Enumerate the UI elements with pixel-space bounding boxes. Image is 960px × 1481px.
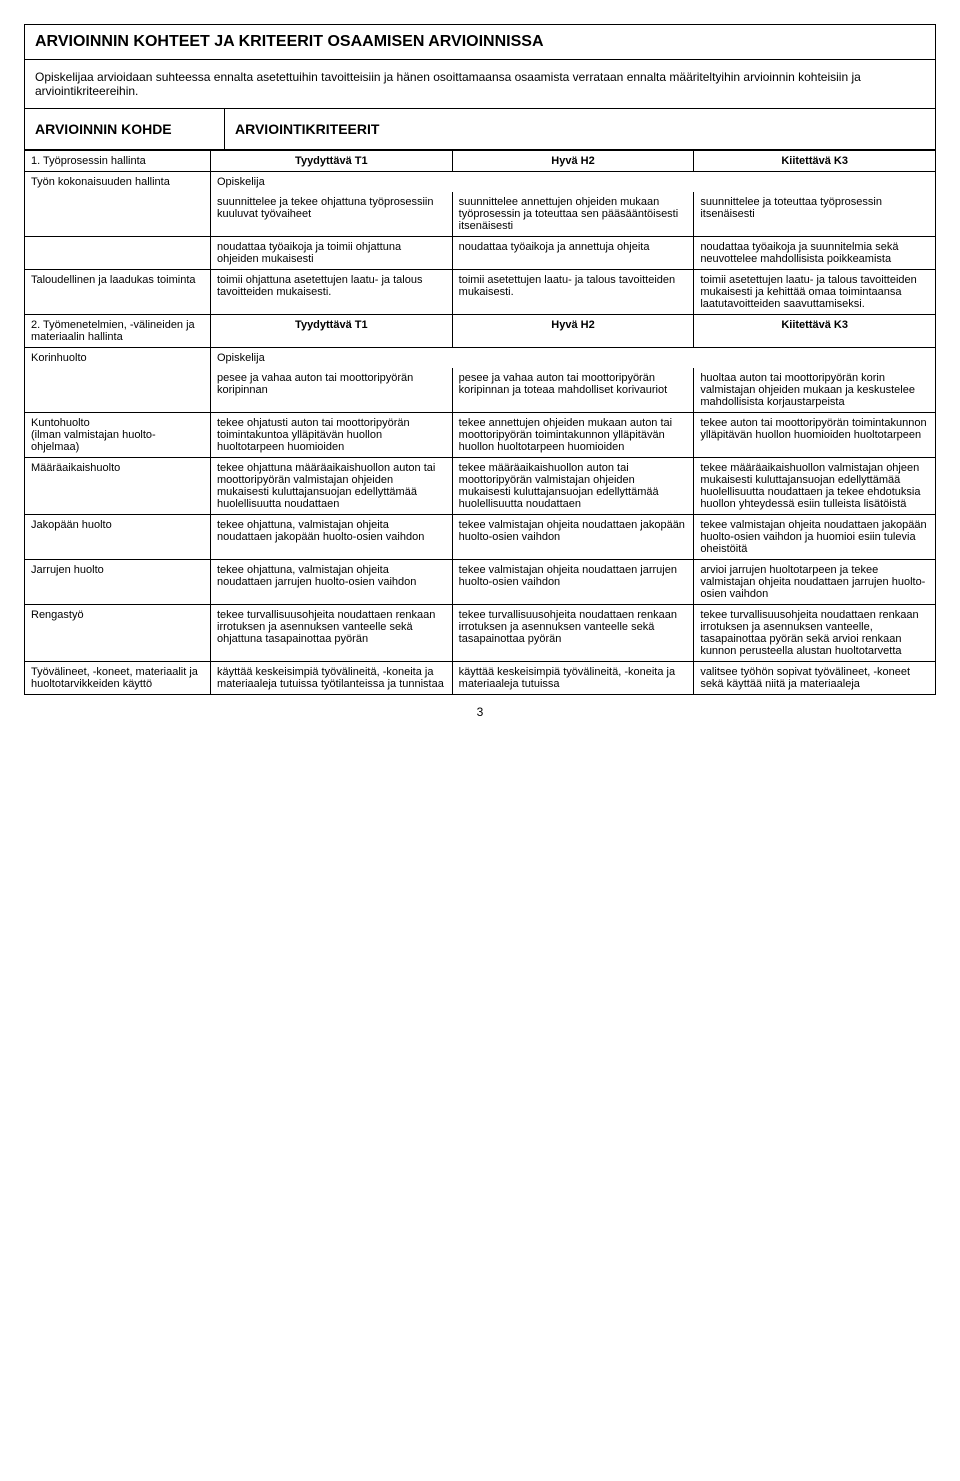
opiskelija-row-2: Korinhuolto Opiskelija [25, 348, 936, 369]
table-row: Määräaikaishuolto tekee ohjattuna määräa… [25, 458, 936, 515]
level-k3-2: Kiitettävä K3 [694, 315, 936, 348]
table-row: Jarrujen huolto tekee ohjattuna, valmist… [25, 560, 936, 605]
row8-label: Rengastyö [25, 605, 211, 662]
cell-t1: tekee ohjattuna määräaikaishuollon auton… [211, 458, 453, 515]
cell-t1: käyttää keskeisimpiä työvälineitä, -kone… [211, 662, 453, 695]
row5-label: Määräaikaishuolto [25, 458, 211, 515]
cell-k3: tekee turvallisuusohjeita noudattaen ren… [694, 605, 936, 662]
cell-t1: tekee ohjatusti auton tai moottoripyörän… [211, 413, 453, 458]
level-t1: Tyydyttävä T1 [211, 151, 453, 172]
cell-h2: käyttää keskeisimpiä työvälineitä, -kone… [452, 662, 694, 695]
row4-label: Kuntohuolto (ilman valmistajan huolto-oh… [25, 413, 211, 458]
cell-t1: toimii ohjattuna asetettujen laatu- ja t… [211, 270, 453, 315]
page-title: ARVIOINNIN KOHTEET JA KRITEERIT OSAAMISE… [24, 24, 936, 60]
criteria-table: 1. Työprosessin hallinta Tyydyttävä T1 H… [24, 150, 936, 695]
opiskelija-row-1: Työn kokonaisuuden hallinta Opiskelija [25, 172, 936, 193]
level-h2-2: Hyvä H2 [452, 315, 694, 348]
row-empty [25, 237, 211, 270]
cell-t1: suunnittelee ja tekee ohjattuna työprose… [211, 192, 453, 237]
opiskelija-2: Opiskelija [211, 348, 936, 369]
cell-t1: pesee ja vahaa auton tai moottoripyörän … [211, 368, 453, 413]
cell-k3: noudattaa työaikoja ja suunnitelmia sekä… [694, 237, 936, 270]
row6-label: Jakopään huolto [25, 515, 211, 560]
cell-h2: pesee ja vahaa auton tai moottoripyörän … [452, 368, 694, 413]
cell-h2: tekee turvallisuusohjeita noudattaen ren… [452, 605, 694, 662]
cell-k3: toimii asetettujen laatu- ja talous tavo… [694, 270, 936, 315]
kohde-label: ARVIOINNIN KOHDE [25, 109, 225, 149]
cell-k3: tekee valmistajan ohjeita noudattaen jak… [694, 515, 936, 560]
cell-h2: noudattaa työaikoja ja annettuja ohjeita [452, 237, 694, 270]
level-h2: Hyvä H2 [452, 151, 694, 172]
row9-label: Työvälineet, -koneet, materiaalit ja huo… [25, 662, 211, 695]
section2-header: 2. Työmenetelmien, -välineiden ja materi… [25, 315, 936, 348]
level-k3: Kiitettävä K3 [694, 151, 936, 172]
cell-k3: valitsee työhön sopivat työvälineet, -ko… [694, 662, 936, 695]
level-t1-2: Tyydyttävä T1 [211, 315, 453, 348]
section1-header: 1. Työprosessin hallinta Tyydyttävä T1 H… [25, 151, 936, 172]
table-row: Rengastyö tekee turvallisuusohjeita noud… [25, 605, 936, 662]
cell-h2: tekee valmistajan ohjeita noudattaen jar… [452, 560, 694, 605]
table-row: Työvälineet, -koneet, materiaalit ja huo… [25, 662, 936, 695]
row2-label: Taloudellinen ja laadukas toiminta [25, 270, 211, 315]
cell-h2: tekee määräaikaishuollon auton tai moott… [452, 458, 694, 515]
intro-text: Opiskelijaa arvioidaan suhteessa ennalta… [24, 60, 936, 109]
cell-h2: tekee valmistajan ohjeita noudattaen jak… [452, 515, 694, 560]
cell-h2: tekee annettujen ohjeiden mukaan auton t… [452, 413, 694, 458]
cell-k3: tekee määräaikaishuollon valmistajan ohj… [694, 458, 936, 515]
cell-k3: suunnittelee ja toteuttaa työprosessin i… [694, 192, 936, 237]
section2-label: 2. Työmenetelmien, -välineiden ja materi… [25, 315, 211, 348]
cell-t1: tekee turvallisuusohjeita noudattaen ren… [211, 605, 453, 662]
kohde-header-row: ARVIOINNIN KOHDE ARVIOINTIKRITEERIT [24, 109, 936, 150]
cell-t1: tekee ohjattuna, valmistajan ohjeita nou… [211, 560, 453, 605]
cell-h2: suunnittelee annettujen ohjeiden mukaan … [452, 192, 694, 237]
cell-t1: noudattaa työaikoja ja toimii ohjattuna … [211, 237, 453, 270]
page-number: 3 [24, 705, 936, 719]
table-row: noudattaa työaikoja ja toimii ohjattuna … [25, 237, 936, 270]
cell-t1: tekee ohjattuna, valmistajan ohjeita nou… [211, 515, 453, 560]
row3-label: Korinhuolto [25, 348, 211, 413]
cell-h2: toimii asetettujen laatu- ja talous tavo… [452, 270, 694, 315]
cell-k3: arvioi jarrujen huoltotarpeen ja tekee v… [694, 560, 936, 605]
cell-k3: huoltaa auton tai moottoripyörän korin v… [694, 368, 936, 413]
section1-label: 1. Työprosessin hallinta [25, 151, 211, 172]
row1-label: Työn kokonaisuuden hallinta [25, 172, 211, 237]
opiskelija-1: Opiskelija [211, 172, 936, 193]
row7-label: Jarrujen huolto [25, 560, 211, 605]
kriteerit-label: ARVIOINTIKRITEERIT [225, 109, 935, 149]
table-row: Jakopään huolto tekee ohjattuna, valmist… [25, 515, 936, 560]
table-row: Taloudellinen ja laadukas toiminta toimi… [25, 270, 936, 315]
table-row: Kuntohuolto (ilman valmistajan huolto-oh… [25, 413, 936, 458]
cell-k3: tekee auton tai moottoripyörän toimintak… [694, 413, 936, 458]
